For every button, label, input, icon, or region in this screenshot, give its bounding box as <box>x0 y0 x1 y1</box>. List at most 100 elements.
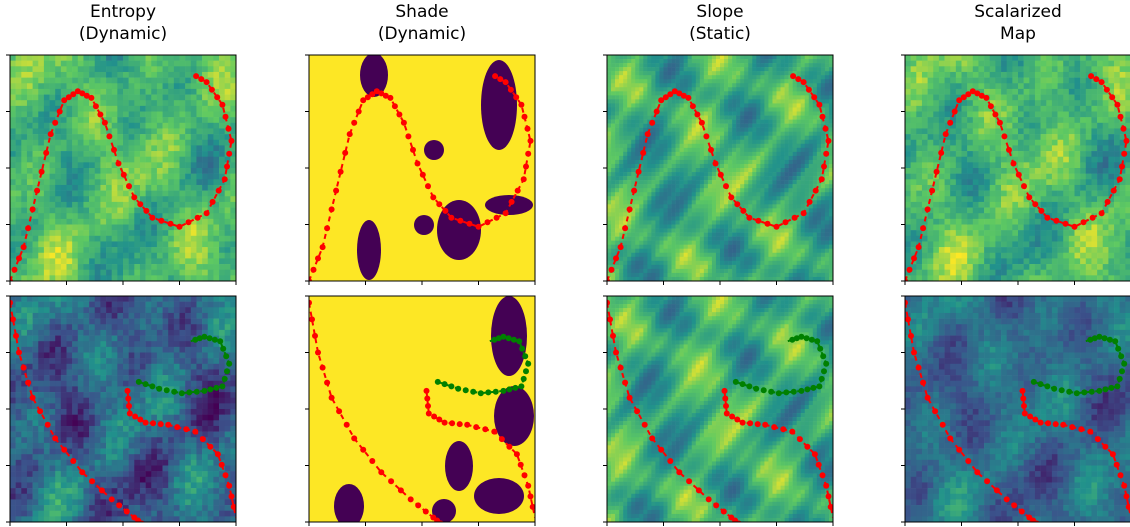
map-cell <box>684 132 688 136</box>
map-cell <box>174 168 180 174</box>
map-cell <box>696 253 700 257</box>
map-cell <box>16 174 22 180</box>
map-cell <box>627 269 631 273</box>
map-cell <box>95 128 101 134</box>
map-cell <box>180 437 186 443</box>
map-cell <box>44 230 50 236</box>
red-trajectory-point <box>430 194 436 200</box>
map-cell <box>112 375 118 381</box>
map-cell <box>21 432 27 438</box>
map-cell <box>196 128 202 134</box>
map-cell <box>651 212 655 216</box>
map-cell <box>27 145 33 151</box>
map-cell <box>33 128 39 134</box>
red-trajectory-point <box>513 94 519 100</box>
map-cell <box>16 78 22 84</box>
map-cell <box>140 106 146 112</box>
map-cell <box>619 55 623 59</box>
map-cell <box>213 100 219 106</box>
map-cell <box>213 499 219 505</box>
map-cell <box>168 72 174 78</box>
red-trajectory-point <box>37 408 43 414</box>
map-cell <box>123 112 129 118</box>
map-cell <box>117 494 123 500</box>
map-cell <box>180 100 186 106</box>
map-cell <box>680 184 684 188</box>
map-cell <box>668 71 672 75</box>
map-cell <box>72 117 78 123</box>
map-cell <box>615 87 619 91</box>
map-cell <box>635 160 639 164</box>
map-cell <box>708 237 712 241</box>
map-cell <box>619 156 623 160</box>
map-cell <box>16 117 22 123</box>
map-cell <box>708 200 712 204</box>
map-cell <box>619 140 623 144</box>
map-cell <box>208 494 214 500</box>
map-cell <box>180 270 186 276</box>
map-cell <box>627 120 631 124</box>
map-cell <box>44 191 50 197</box>
map-cell <box>655 212 659 216</box>
map-cell <box>664 273 668 277</box>
map-cell <box>27 168 33 174</box>
map-cell <box>168 117 174 123</box>
map-cell <box>67 426 73 432</box>
map-cell <box>44 247 50 253</box>
map-cell <box>83 477 89 483</box>
map-cell <box>651 265 655 269</box>
map-cell <box>684 103 688 107</box>
map-cell <box>50 78 56 84</box>
map-cell <box>684 176 688 180</box>
red-trajectory-point <box>143 208 149 214</box>
map-cell <box>607 237 611 241</box>
map-cell <box>619 87 623 91</box>
map-cell <box>639 188 643 192</box>
map-cell <box>112 112 118 118</box>
map-cell <box>61 185 67 191</box>
map-cell <box>163 134 169 140</box>
map-cell <box>72 191 78 197</box>
map-cell <box>607 148 611 152</box>
map-cell <box>55 466 61 472</box>
panel-title: (Dynamic) <box>378 24 466 44</box>
map-cell <box>684 120 688 124</box>
map-cell <box>21 208 27 214</box>
map-cell <box>664 160 668 164</box>
map-cell <box>83 324 89 330</box>
map-cell <box>89 241 95 247</box>
map-cell <box>692 71 696 75</box>
map-cell <box>651 204 655 208</box>
map-cell <box>67 336 73 342</box>
map-cell <box>672 273 676 277</box>
map-cell <box>659 225 663 229</box>
map-cell <box>643 237 647 241</box>
map-cell <box>708 107 712 111</box>
map-cell <box>672 216 676 220</box>
map-cell <box>688 112 692 116</box>
map-cell <box>643 95 647 99</box>
map-cell <box>680 261 684 265</box>
map-cell <box>106 162 112 168</box>
map-cell <box>180 213 186 219</box>
map-cell <box>50 330 56 336</box>
red-trajectory-point <box>135 518 141 524</box>
map-cell <box>112 302 118 308</box>
map-cell <box>50 264 56 270</box>
map-cell <box>639 257 643 261</box>
map-cell <box>146 398 152 404</box>
map-cell <box>50 398 56 404</box>
map-cell <box>196 454 202 460</box>
map-cell <box>67 381 73 387</box>
red-trajectory-point <box>525 126 531 132</box>
map-cell <box>213 477 219 483</box>
map-cell <box>67 398 73 404</box>
map-cell <box>50 270 56 276</box>
map-cell <box>151 353 157 359</box>
map-cell <box>38 112 44 118</box>
map-cell <box>202 398 208 404</box>
map-cell <box>712 176 716 180</box>
map-cell <box>684 229 688 233</box>
map-cell <box>151 392 157 398</box>
map-cell <box>185 432 191 438</box>
